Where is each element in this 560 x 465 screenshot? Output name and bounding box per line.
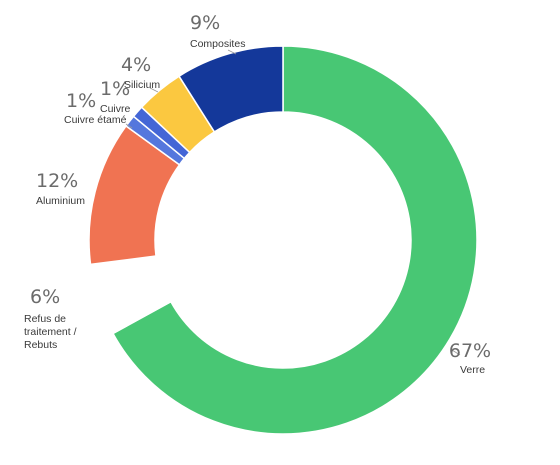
slice-pct-refus: 6% xyxy=(30,286,60,308)
slice-pct-cuivre: 1% xyxy=(100,78,130,100)
donut-slice-verre xyxy=(111,45,478,435)
slice-pct-cuivre-etame: 1% xyxy=(66,90,96,112)
slice-label-cuivre: Cuivre xyxy=(100,103,131,115)
slice-pct-composites: 9% xyxy=(190,12,220,34)
donut-slices xyxy=(88,45,478,435)
slice-pct-aluminium: 12% xyxy=(36,170,78,192)
slice-label-refus: Refus de traitement / Rebuts xyxy=(24,313,79,351)
slice-pct-silicium: 4% xyxy=(121,54,151,76)
leader-line xyxy=(125,123,133,129)
slice-label-cuivre-etame: Cuivre étamé xyxy=(64,114,127,126)
leader-line xyxy=(227,49,237,55)
leader-lines xyxy=(125,49,461,356)
slice-pct-verre: 67% xyxy=(449,340,491,362)
slice-label-aluminium: Aluminium xyxy=(36,195,85,207)
donut-slice-composites xyxy=(178,45,284,133)
slice-label-composites: Composites xyxy=(190,38,245,50)
leader-line xyxy=(149,87,159,93)
leader-line xyxy=(451,349,461,356)
slice-label-verre: Verre xyxy=(460,364,485,376)
slice-label-silicium: Silicium xyxy=(124,79,160,91)
